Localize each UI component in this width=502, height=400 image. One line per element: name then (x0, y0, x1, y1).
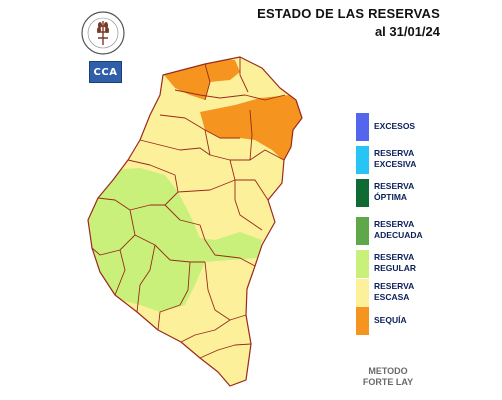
cca-logo-text: CCA (93, 66, 118, 78)
cca-logo-icon: CCA (89, 61, 122, 83)
legend-swatch-excesos (356, 113, 369, 141)
map-title: ESTADO DE LAS RESERVAS al 31/01/24 (240, 6, 440, 39)
legend-swatch-reserva-adecuada (356, 217, 369, 245)
department-borders (87, 56, 303, 387)
legend-label-reserva-escasa: RESERVA ESCASA (374, 281, 414, 302)
title-text: ESTADO DE LAS RESERVAS (257, 6, 440, 21)
legend-label-reserva-excesiva: RESERVA EXCESIVA (374, 148, 417, 169)
legend-swatch-sequia (356, 307, 369, 335)
legend-label-reserva-regular: RESERVA REGULAR (374, 252, 417, 273)
bolsa-cereales-seal-icon (81, 11, 125, 55)
legend-item-reserva-optima: RESERVA ÓPTIMA (356, 179, 436, 209)
legend-label-reserva-optima: RESERVA ÓPTIMA (374, 181, 414, 202)
legend-item-excesos: EXCESOS (356, 113, 436, 143)
zone-reserva-regular-west (88, 168, 262, 312)
method-label: METODO FORTE LAY (356, 366, 420, 388)
legend-label-excesos: EXCESOS (374, 121, 416, 131)
legend-label-sequia: SEQUÍA (374, 315, 407, 325)
zone-sequia-northeast (200, 95, 302, 162)
method-line2: FORTE LAY (362, 377, 414, 387)
legend-item-reserva-escasa: RESERVA ESCASA (356, 279, 436, 309)
legend-swatch-reserva-excesiva (356, 146, 369, 174)
legend-item-reserva-regular: RESERVA REGULAR (356, 250, 436, 280)
legend-item-sequia: SEQUÍA (356, 307, 436, 337)
legend-item-reserva-excesiva: RESERVA EXCESIVA (356, 146, 436, 176)
legend-label-reserva-adecuada: RESERVA ADECUADA (374, 219, 423, 240)
method-line1: METODO (368, 366, 408, 376)
date-text: al 31/01/24 (374, 24, 440, 39)
legend-item-reserva-adecuada: RESERVA ADECUADA (356, 217, 436, 247)
legend-swatch-reserva-optima (356, 179, 369, 207)
legend-swatch-reserva-regular (356, 250, 369, 278)
legend-swatch-reserva-escasa (356, 279, 369, 307)
